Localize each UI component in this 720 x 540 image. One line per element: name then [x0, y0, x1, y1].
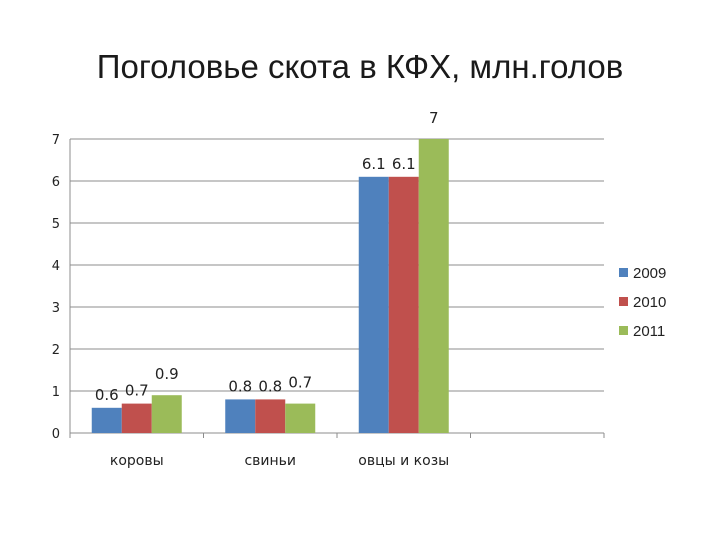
- data-label: 0.8: [258, 377, 282, 395]
- x-category-label: овцы и козы: [358, 453, 449, 469]
- legend-swatch: [619, 326, 628, 335]
- data-label: 0.8: [228, 377, 252, 395]
- data-label: 0.6: [95, 386, 119, 404]
- chart-title: Поголовье скота в КФХ, млн.голов: [96, 48, 624, 85]
- y-tick-label: 5: [52, 217, 60, 232]
- bar: [358, 176, 389, 434]
- legend-label: 2009: [633, 265, 666, 282]
- data-label: 0.9: [155, 365, 179, 383]
- legend-swatch: [619, 297, 628, 306]
- bar: [418, 139, 449, 433]
- bar: [388, 176, 419, 434]
- y-tick-label: 2: [52, 343, 60, 358]
- bar: [121, 403, 152, 433]
- x-category-label: свиньи: [244, 453, 296, 469]
- bar: [91, 407, 122, 433]
- bar: [151, 395, 182, 433]
- data-label: 7: [429, 109, 439, 127]
- y-tick-label: 6: [52, 175, 60, 190]
- x-category-label: коровы: [110, 453, 164, 469]
- data-label: 6.1: [362, 155, 386, 173]
- data-label: 0.7: [125, 382, 149, 400]
- y-tick-label: 4: [52, 259, 60, 274]
- bar: [285, 403, 316, 433]
- bar: [255, 399, 286, 433]
- legend-swatch: [619, 268, 628, 277]
- y-tick-label: 3: [52, 301, 60, 316]
- legend-label: 2010: [633, 294, 666, 311]
- y-tick-label: 7: [52, 133, 60, 148]
- data-label: 0.7: [288, 374, 312, 392]
- legend-label: 2011: [633, 323, 665, 340]
- data-label: 6.1: [392, 155, 416, 173]
- y-tick-label: 0: [52, 427, 60, 442]
- bar: [225, 399, 256, 433]
- y-tick-label: 1: [52, 385, 60, 400]
